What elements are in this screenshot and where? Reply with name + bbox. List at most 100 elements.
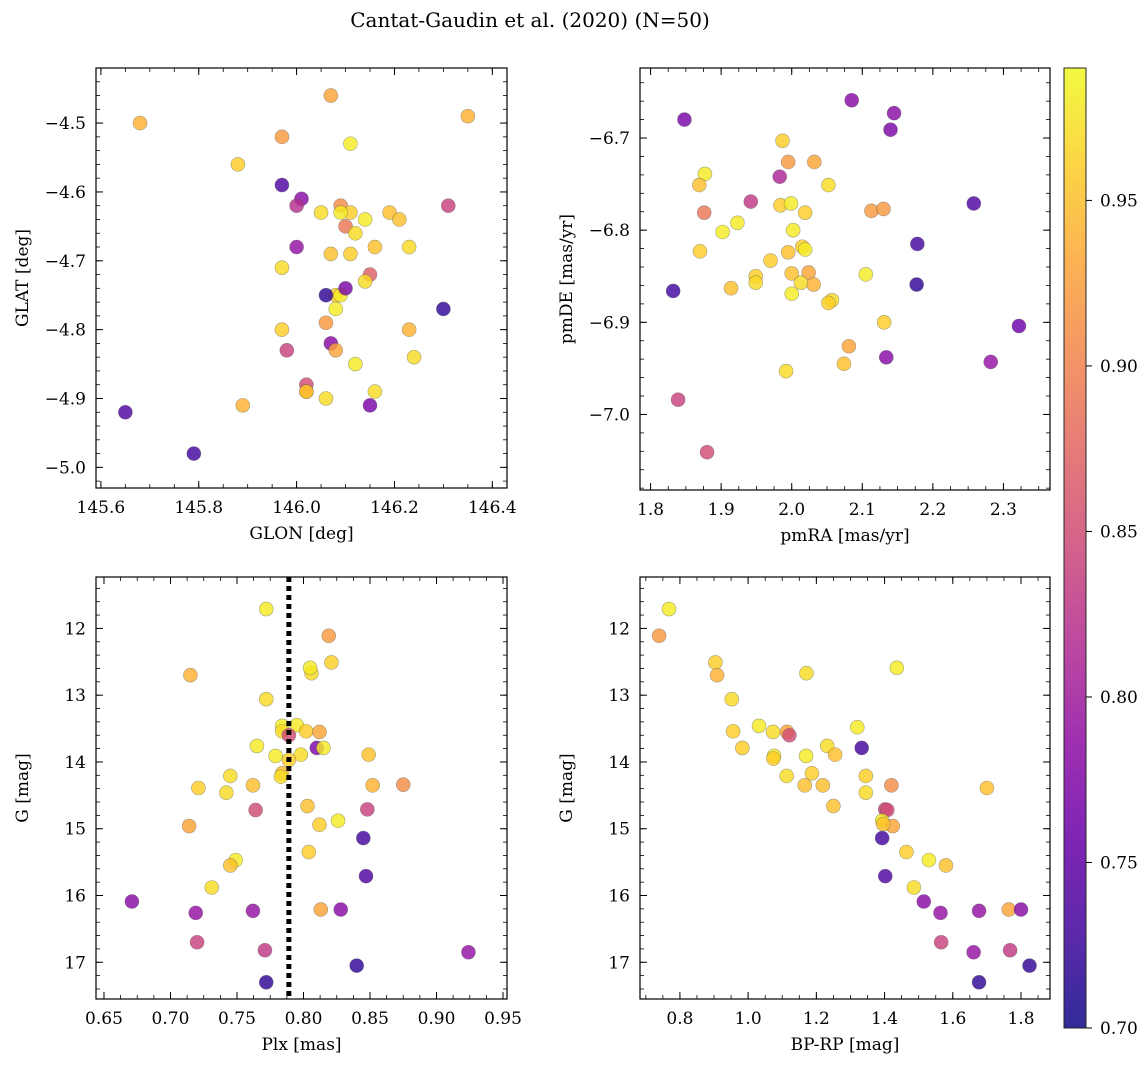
x-tick-label: 146.4 [468,498,517,518]
y-tick-label: 15 [608,820,630,840]
data-point [189,934,205,950]
plot-frame [639,67,1051,491]
data-point [692,244,708,259]
data-point [772,169,788,185]
colorbar-tick-label: 0.85 [1100,522,1138,542]
data-point [302,660,318,676]
data-point [784,286,800,302]
data-point [778,363,794,379]
data-point [324,655,339,670]
y-tick-label: 13 [608,686,630,706]
panel-plx-g: 0.65 0.70 0.75 0.80 0.85 0.90 0.95 12 13 14 15 16 17… [13,576,522,1055]
y-tick-label: 16 [64,887,86,907]
x-tick-label: 0.80 [285,1009,323,1029]
data-point [971,975,987,990]
colorbar-tick-label: 0.80 [1100,688,1138,708]
data-point [330,813,346,829]
data-point [230,157,246,172]
data-point [883,122,898,138]
data-point [699,444,715,460]
data-point [971,903,987,919]
figure-title: Cantat-Gaudin et al. (2020) (N=50) [350,8,710,32]
data-point [223,768,238,784]
data-point [124,894,140,909]
data-point [357,212,373,227]
y-tick-label: 14 [64,753,86,773]
data-point [827,747,843,762]
data-point [899,844,914,860]
data-point [797,242,813,257]
y-tick-label: 12 [608,619,630,639]
data-point [858,267,874,282]
data-point [440,198,456,214]
data-point [906,880,922,895]
x-tick-label: 145.8 [174,498,223,518]
data-point [1011,318,1027,334]
colorbar-tick-label: 0.90 [1100,357,1138,377]
data-point [1013,902,1029,917]
x-tick-label: 0.65 [85,1009,123,1029]
data-point [191,780,206,796]
data-point [268,748,283,764]
data-point [274,322,290,337]
data-point [323,88,339,103]
data-point [665,283,681,299]
plot-frame [95,67,508,489]
data-point [301,844,317,860]
data-point [723,280,739,296]
data-point [779,768,794,784]
data-point [886,105,902,121]
colorbar-gradient [1063,67,1087,1029]
x-tick-label: 2.0 [778,500,805,520]
data-point [743,194,759,209]
data-point [875,816,891,832]
data-point [367,239,383,255]
data-point [691,177,707,193]
data-point [367,384,383,399]
x-axis-label: GLON [deg] [249,524,353,544]
data-point [360,802,375,817]
data-point [343,136,358,152]
data-point [313,902,329,917]
data-point [715,224,730,240]
data-point [312,817,327,833]
data-point [132,115,148,131]
data-point [356,830,371,846]
data-point [460,108,476,124]
data-point [815,778,831,793]
data-point [274,260,290,275]
x-axis-label: Plx [mas] [261,1035,341,1055]
data-point [938,858,954,873]
x-tick-label: 2.2 [919,500,946,520]
data-point [258,601,274,617]
data-point [797,778,813,793]
y-tick-label: −4.5 [45,114,86,134]
data-point [780,154,796,170]
x-tick-label: 0.85 [351,1009,389,1029]
data-point [357,274,373,289]
x-tick-label: 1.4 [871,1009,898,1029]
data-point [709,667,725,683]
data-point [661,601,677,617]
data-point [858,785,874,800]
data-point [785,222,801,238]
y-tick-label: 13 [64,686,86,706]
data-point [328,342,344,358]
data-point [279,342,295,358]
data-point [318,391,334,406]
data-point [766,751,781,766]
x-tick-label: 0.70 [152,1009,190,1029]
y-axis-label: pmDE [mas/yr] [557,214,577,344]
data-point [807,154,822,170]
data-point [289,239,304,255]
y-tick-label: 15 [64,820,86,840]
colorbar: 0.70 0.75 0.80 0.85 0.90 0.95 [1063,67,1138,1039]
data-point [799,665,814,681]
data-point [186,446,202,461]
data-point [245,903,261,919]
y-tick-label: −4.8 [45,321,86,341]
data-point [328,301,344,317]
data-point [751,718,767,734]
data-point [183,667,198,683]
data-point [806,277,821,292]
